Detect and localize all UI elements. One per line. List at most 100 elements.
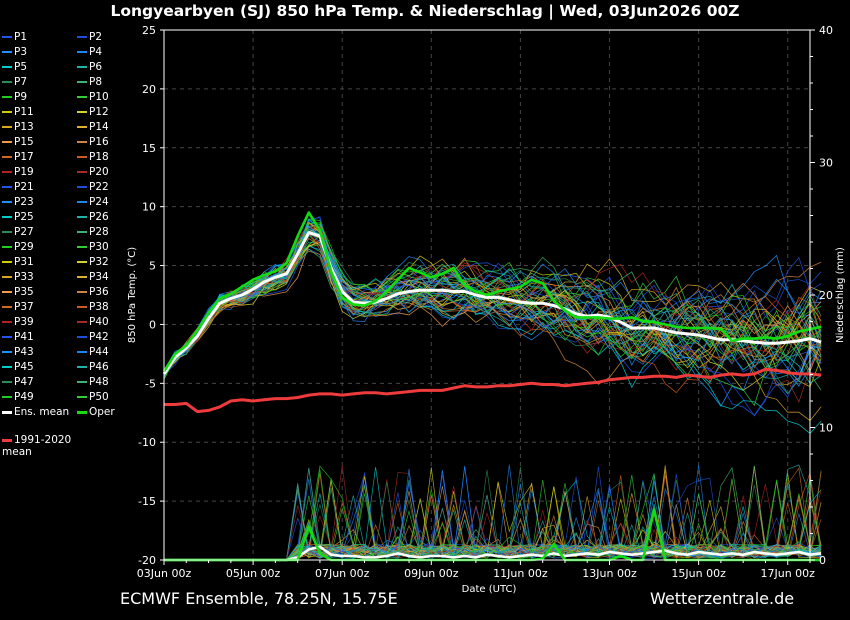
legend-label: P42 <box>89 331 109 343</box>
x-tick-label: 13Jun 00z <box>582 567 637 580</box>
legend-swatch <box>77 351 87 353</box>
legend-swatch <box>2 186 12 188</box>
legend-label: P6 <box>89 61 103 73</box>
legend-entry-p12: P12 <box>77 106 109 118</box>
legend-label: P10 <box>89 91 109 103</box>
legend-swatch <box>2 126 12 128</box>
legend-label: 1991-2020 mean <box>2 434 72 458</box>
legend-label: Oper <box>89 406 115 418</box>
legend-entry-p18: P18 <box>77 151 109 163</box>
legend-swatch <box>2 321 12 323</box>
legend-swatch <box>2 410 12 414</box>
legend-entry-p43: P43 <box>2 346 34 358</box>
y-tick-label: -15 <box>138 495 156 508</box>
legend-entry-p27: P27 <box>2 226 34 238</box>
legend-label: P12 <box>89 106 109 118</box>
legend-label: P27 <box>14 226 34 238</box>
legend-swatch <box>77 51 87 53</box>
series-oper-temp <box>162 211 822 373</box>
legend-swatch <box>2 231 12 233</box>
legend-label: P34 <box>89 271 109 283</box>
legend-entry-p9: P9 <box>2 91 27 103</box>
legend-entry-p32: P32 <box>77 256 109 268</box>
y2-tick-label: 0 <box>819 554 826 567</box>
y-tick-label: 25 <box>142 24 156 37</box>
legend-swatch <box>77 141 87 143</box>
legend-entry-p47: P47 <box>2 376 34 388</box>
legend-label: P46 <box>89 361 109 373</box>
legend-entry-p38: P38 <box>77 301 109 313</box>
x-tick-label: 03Jun 00z <box>137 567 192 580</box>
legend-entry-p7: P7 <box>2 76 27 88</box>
y-tick-label: 15 <box>142 142 156 155</box>
legend-entry-1991-2020-mean: 1991-2020 mean <box>2 434 72 458</box>
legend-swatch <box>77 186 87 188</box>
legend-swatch <box>2 366 12 368</box>
legend-swatch <box>77 261 87 263</box>
legend-swatch <box>2 111 12 113</box>
legend-label: P24 <box>89 196 109 208</box>
legend-label: P50 <box>89 391 109 403</box>
legend-entry-p35: P35 <box>2 286 34 298</box>
member-temp-p18 <box>163 226 822 383</box>
y2-tick-label: 40 <box>819 24 833 37</box>
legend-swatch <box>2 96 12 98</box>
legend-swatch <box>2 216 12 218</box>
legend-label: P37 <box>14 301 34 313</box>
member-temp-p43 <box>163 226 822 383</box>
legend-swatch <box>2 276 12 278</box>
legend-label: P28 <box>89 226 109 238</box>
legend-label: P3 <box>14 46 28 58</box>
legend-swatch <box>77 201 87 203</box>
legend-entry-p34: P34 <box>77 271 109 283</box>
legend-swatch <box>77 366 87 368</box>
legend-entry-p33: P33 <box>2 271 34 283</box>
legend-entry-p5: P5 <box>2 61 27 73</box>
y-axis-label: 850 hPa Temp. (°C) <box>127 247 138 343</box>
x-tick-label: 05Jun 00z <box>226 567 281 580</box>
member-temp-p11 <box>163 235 822 388</box>
legend-entry-p45: P45 <box>2 361 34 373</box>
y2-tick-label: 20 <box>819 289 833 302</box>
legend-entry-p26: P26 <box>77 211 109 223</box>
legend-label: Ens. mean <box>14 406 70 418</box>
legend-swatch <box>2 66 12 68</box>
legend-label: P7 <box>14 76 28 88</box>
legend-swatch <box>77 171 87 173</box>
x-axis-label: Date (UTC) <box>462 584 517 595</box>
legend-entry-p6: P6 <box>77 61 102 73</box>
legend-swatch <box>2 81 12 83</box>
legend-entry-p15: P15 <box>2 136 34 148</box>
legend-swatch <box>77 246 87 248</box>
y-tick-label: 5 <box>149 260 156 273</box>
y-tick-label: 20 <box>142 83 156 96</box>
legend-label: P23 <box>14 196 34 208</box>
legend-entry-oper: Oper <box>77 406 115 418</box>
legend-label: P17 <box>14 151 34 163</box>
legend-entry-p13: P13 <box>2 121 34 133</box>
legend-swatch <box>77 410 87 414</box>
legend-swatch <box>77 336 87 338</box>
legend-label: P41 <box>14 331 34 343</box>
legend-label: P45 <box>14 361 34 373</box>
ensemble-members <box>163 216 822 561</box>
legend-entry-p3: P3 <box>2 46 27 58</box>
legend-label: P15 <box>14 136 34 148</box>
legend-entry-p49: P49 <box>2 391 34 403</box>
legend-label: P40 <box>89 316 109 328</box>
legend-swatch <box>2 261 12 263</box>
legend-label: P8 <box>89 76 103 88</box>
legend-entry-p1: P1 <box>2 31 27 43</box>
legend-label: P2 <box>89 31 103 43</box>
legend-entry-p8: P8 <box>77 76 102 88</box>
legend-swatch <box>77 81 87 83</box>
legend-swatch <box>77 381 87 383</box>
x-tick-label: 07Jun 00z <box>315 567 370 580</box>
legend-entry-p31: P31 <box>2 256 34 268</box>
legend-entry-p46: P46 <box>77 361 109 373</box>
legend-swatch <box>77 291 87 293</box>
y-tick-label: 10 <box>142 201 156 214</box>
legend-swatch <box>77 111 87 113</box>
series-clim-temp <box>164 367 822 414</box>
